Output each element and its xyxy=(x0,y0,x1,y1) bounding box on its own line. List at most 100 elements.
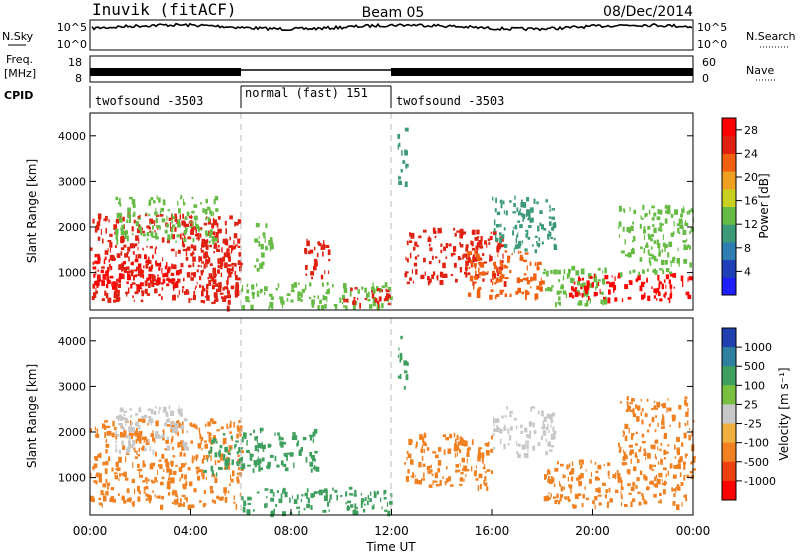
data-region-13 xyxy=(542,265,608,308)
x-tick-label: 16:00 xyxy=(475,524,510,538)
power-color-step xyxy=(722,171,736,190)
data-region-0 xyxy=(90,418,244,510)
data-region-1 xyxy=(92,254,180,291)
data-region-15 xyxy=(617,204,694,278)
station-title: Inuvik (fitACF) xyxy=(92,0,237,19)
noise-right-tick-bottom: 10^0 xyxy=(697,38,727,51)
power-color-step xyxy=(722,259,736,278)
y-tick-label: 2000 xyxy=(58,221,86,234)
power-y-label: Slant Range [km] xyxy=(25,159,39,263)
velocity-colorbar-tick-label: -1000 xyxy=(744,475,776,488)
velocity-y-label: Slant Range [km] xyxy=(25,364,39,468)
velocity-colorbar-label: Velocity [m s⁻¹] xyxy=(777,367,791,460)
freq-left-tick-top: 18 xyxy=(68,56,82,69)
noise-sky-line xyxy=(91,22,693,32)
x-tick-label: 00:00 xyxy=(676,524,711,538)
noise-right-tick-top: 10^5 xyxy=(697,21,727,34)
power-color-step xyxy=(722,188,736,207)
data-region-1 xyxy=(115,405,189,455)
velocity-color-step xyxy=(722,423,736,444)
velocity-colorbar: 1000 500 100 25 -25 -100 -500 -1000 Velocity [m… xyxy=(721,327,791,501)
data-region-9 xyxy=(397,127,409,188)
power-color-step xyxy=(722,277,736,296)
freq-label-line1: Freq. xyxy=(6,53,33,66)
power-color-step xyxy=(722,224,736,243)
velocity-color-step xyxy=(722,461,736,482)
y-tick-label: 2000 xyxy=(58,426,86,439)
y-tick-label: 1000 xyxy=(58,472,86,485)
data-region-5 xyxy=(397,335,409,390)
data-region-8 xyxy=(543,459,697,510)
data-region-7 xyxy=(304,238,331,280)
data-region-6 xyxy=(404,432,494,491)
power-heatmap-cells xyxy=(90,127,694,312)
freq-band-segment-1 xyxy=(90,68,241,76)
power-colorbar-tick-label: 4 xyxy=(744,265,751,278)
x-tick-label: 04:00 xyxy=(173,524,208,538)
freq-right-tick-bottom: 0 xyxy=(702,72,709,85)
power-colorbar-tick-label: 24 xyxy=(744,147,758,160)
power-color-step xyxy=(722,118,736,137)
cpid-panel: CPID twofsound -3503 normal (fast) 151 t… xyxy=(4,85,504,108)
data-region-7 xyxy=(492,406,557,459)
noise-right-label: N.Search xyxy=(746,30,796,43)
power-colorbar-label: Power [dB] xyxy=(757,173,771,238)
velocity-heatmap-cells xyxy=(90,335,697,518)
y-tick-label: 3000 xyxy=(58,175,86,188)
velocity-color-step xyxy=(722,366,736,386)
data-region-14 xyxy=(568,272,693,304)
velocity-color-step xyxy=(722,404,736,424)
velocity-color-step xyxy=(722,480,736,501)
data-region-4 xyxy=(203,282,231,312)
power-colorbar-tick-label: 20 xyxy=(744,171,758,184)
cpid-label: CPID xyxy=(4,89,33,102)
power-panel: 1000 2000 3000 4000 Slant Range [km] xyxy=(25,112,694,312)
noise-left-tick-top: 10^5 xyxy=(57,21,87,34)
data-region-3 xyxy=(115,195,219,245)
x-tick-label: 20:00 xyxy=(575,524,610,538)
x-tick-label: 00:00 xyxy=(73,524,108,538)
data-region-4 xyxy=(240,486,393,518)
velocity-y-axis: 1000 2000 3000 4000 xyxy=(58,335,693,485)
data-region-12 xyxy=(492,195,558,254)
power-color-step xyxy=(722,135,736,154)
freq-right-tick-top: 60 xyxy=(702,56,716,69)
y-tick-label: 1000 xyxy=(58,267,86,280)
power-color-step xyxy=(722,153,736,172)
data-region-8 xyxy=(343,287,392,309)
data-region-6 xyxy=(254,222,274,272)
data-region-9 xyxy=(618,396,696,465)
freq-band-segment-3 xyxy=(391,68,693,76)
velocity-color-step xyxy=(722,442,736,463)
time-x-axis: 00:00 04:00 08:00 12:00 16:00 20:00 00:00 xyxy=(73,509,711,538)
date-title: 08/Dec/2014 xyxy=(603,4,693,20)
power-color-step xyxy=(722,241,736,261)
freq-left-tick-bottom: 8 xyxy=(75,72,82,85)
power-colorbar-tick-label: 8 xyxy=(744,242,751,255)
x-axis-label: Time UT xyxy=(365,540,416,554)
velocity-colorbar-tick-label: -25 xyxy=(744,418,762,431)
velocity-color-step xyxy=(722,347,736,367)
beam-title: Beam 05 xyxy=(362,5,425,21)
data-region-10 xyxy=(404,227,507,287)
cpid-segment-3: twofsound -3503 xyxy=(396,94,504,108)
velocity-colorbar-tick-label: 1000 xyxy=(744,341,772,354)
x-tick-label: 12:00 xyxy=(374,524,409,538)
frequency-panel: Freq. [MHz] 18 8 60 0 Nave xyxy=(4,53,776,85)
cpid-segment-2: normal (fast) 151 xyxy=(245,86,368,100)
x-tick-label: 08:00 xyxy=(274,524,309,538)
data-region-5 xyxy=(240,282,393,311)
power-color-step xyxy=(722,206,736,225)
noise-left-tick-bottom: 10^0 xyxy=(57,38,87,51)
power-colorbar: 4 8 12 16 20 24 28 Power [dB] xyxy=(721,117,771,296)
velocity-colorbar-tick-label: 25 xyxy=(744,398,758,411)
velocity-color-step xyxy=(722,328,736,348)
data-region-11 xyxy=(466,249,545,301)
y-tick-label: 4000 xyxy=(58,130,86,143)
cpid-segment-1: twofsound -3503 xyxy=(95,94,203,108)
velocity-colorbar-tick-label: -100 xyxy=(744,437,769,450)
velocity-color-step xyxy=(722,385,736,405)
power-colorbar-tick-label: 16 xyxy=(744,195,758,208)
